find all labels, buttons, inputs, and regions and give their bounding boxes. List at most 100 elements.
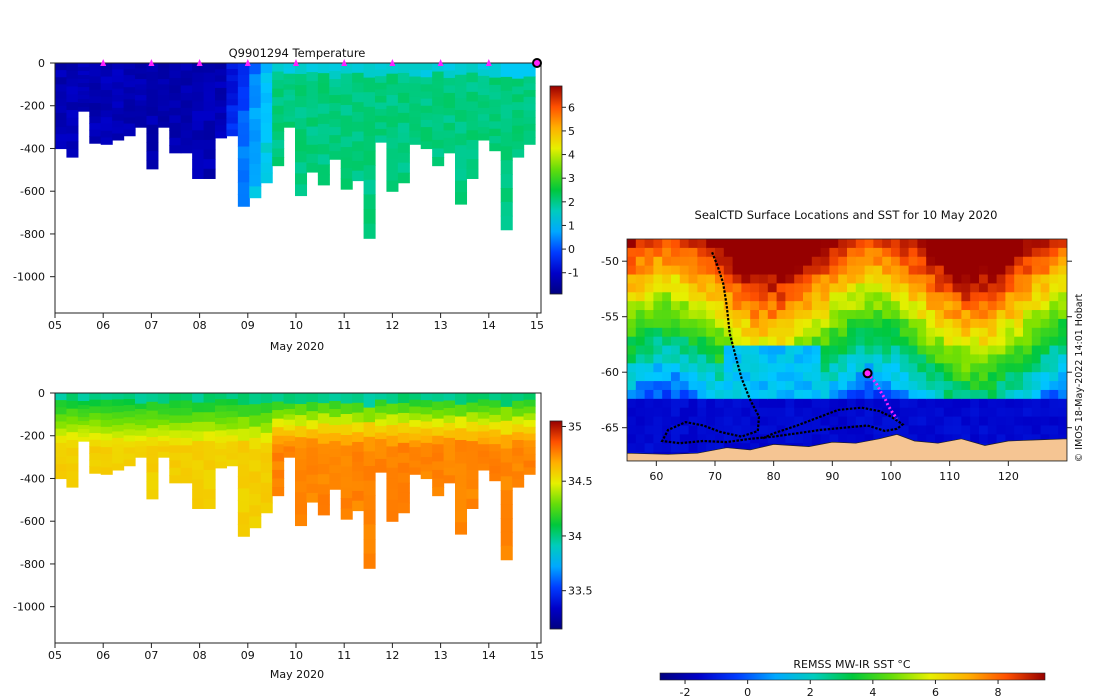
section-cell <box>215 455 228 463</box>
sst-cell <box>723 247 734 258</box>
section-cell <box>489 63 502 71</box>
sst-cell <box>767 301 778 311</box>
section-cell <box>489 458 502 467</box>
section-cell <box>329 103 342 112</box>
sst-cell <box>706 416 716 427</box>
section-cell <box>409 137 422 145</box>
sst-cell <box>838 425 848 436</box>
section-cell <box>192 489 205 500</box>
section-cell <box>363 393 376 409</box>
sst-cell <box>829 247 839 258</box>
section-cell <box>295 162 308 174</box>
sst-cell <box>1014 283 1024 294</box>
section-cell <box>409 90 422 98</box>
section-cell <box>512 78 525 88</box>
sst-cell <box>776 407 787 418</box>
section-cell <box>55 471 68 480</box>
sst-cell <box>1031 256 1042 267</box>
section-cell <box>169 137 182 146</box>
section-cell <box>55 91 68 100</box>
sst-cell <box>741 416 751 427</box>
section-cell <box>329 441 342 450</box>
section-cell <box>329 465 342 474</box>
sst-cell <box>847 283 857 294</box>
sst-cell <box>635 372 646 382</box>
section-cell <box>329 409 342 418</box>
section-cell <box>500 518 513 533</box>
sst-cell <box>1058 292 1067 302</box>
sst-cell <box>627 381 637 391</box>
sst-cell <box>882 363 892 373</box>
section-cell <box>397 422 410 434</box>
colorbar-tick-label: -1 <box>568 267 579 280</box>
section-cell <box>272 97 285 107</box>
section-cell <box>477 437 490 445</box>
section-cell <box>55 457 68 465</box>
sst-cell <box>732 318 743 329</box>
sst-cell <box>644 407 655 418</box>
section-cell <box>89 393 102 401</box>
sst-cell <box>970 327 980 338</box>
sst-cell <box>1031 274 1042 285</box>
sst-cell <box>979 327 989 338</box>
section-cell <box>443 415 456 424</box>
sst-cell <box>662 389 672 400</box>
section-cell <box>420 63 433 71</box>
sst-cell <box>662 247 672 258</box>
section-cell <box>363 165 376 181</box>
sst-cell <box>794 336 804 347</box>
sst-cell <box>732 274 743 285</box>
sst-cell <box>723 434 734 445</box>
sst-cell <box>679 354 690 365</box>
section-cell <box>523 103 536 111</box>
section-cell <box>386 446 399 458</box>
sst-cell <box>996 318 1007 329</box>
section-cell <box>215 131 228 139</box>
sst-cell <box>1023 381 1033 391</box>
section-cell <box>169 437 182 446</box>
map-x-tick-label: 110 <box>939 470 960 483</box>
sst-cell <box>776 283 787 294</box>
sst-cell <box>829 416 839 427</box>
section-cell <box>123 99 136 106</box>
sst-cell <box>987 381 998 391</box>
sst-cell <box>891 292 901 302</box>
sst-cell <box>635 239 646 249</box>
sst-cell <box>961 256 971 267</box>
section-cell <box>249 74 262 87</box>
sst-cell <box>785 381 795 391</box>
sst-cell <box>987 345 998 356</box>
x-tick-label: 08 <box>193 319 207 332</box>
section-cell <box>260 92 273 104</box>
sst-cell <box>979 461 989 471</box>
sst-cell <box>1040 363 1051 373</box>
section-cell <box>352 170 365 182</box>
sst-cell <box>987 407 998 418</box>
section-cell <box>157 446 170 453</box>
section-cell <box>295 470 308 482</box>
sst-cell <box>838 301 848 311</box>
sst-cell <box>891 256 901 267</box>
y-tick-label: -1000 <box>13 601 45 614</box>
sst-cell <box>882 372 892 382</box>
sst-cell <box>873 336 883 347</box>
section-cell <box>226 459 239 467</box>
sst-cell <box>767 407 778 418</box>
salinity-xlabel: May 2020 <box>270 668 324 681</box>
sst-cell <box>873 407 883 418</box>
sst-cell <box>715 292 725 302</box>
section-cell <box>77 75 90 80</box>
sst-cell <box>1049 247 1059 258</box>
sst-cell <box>671 425 681 436</box>
salinity-plot-frame <box>54 392 542 644</box>
sst-cell <box>829 345 839 356</box>
sst-cell <box>820 345 831 356</box>
sst-cell <box>847 292 857 302</box>
section-cell <box>432 71 445 81</box>
section-cell <box>112 82 125 90</box>
sst-cell <box>873 283 883 294</box>
section-cell <box>397 412 410 424</box>
sst-cell <box>829 310 839 320</box>
section-cell <box>100 110 113 118</box>
section-cell <box>249 482 262 495</box>
